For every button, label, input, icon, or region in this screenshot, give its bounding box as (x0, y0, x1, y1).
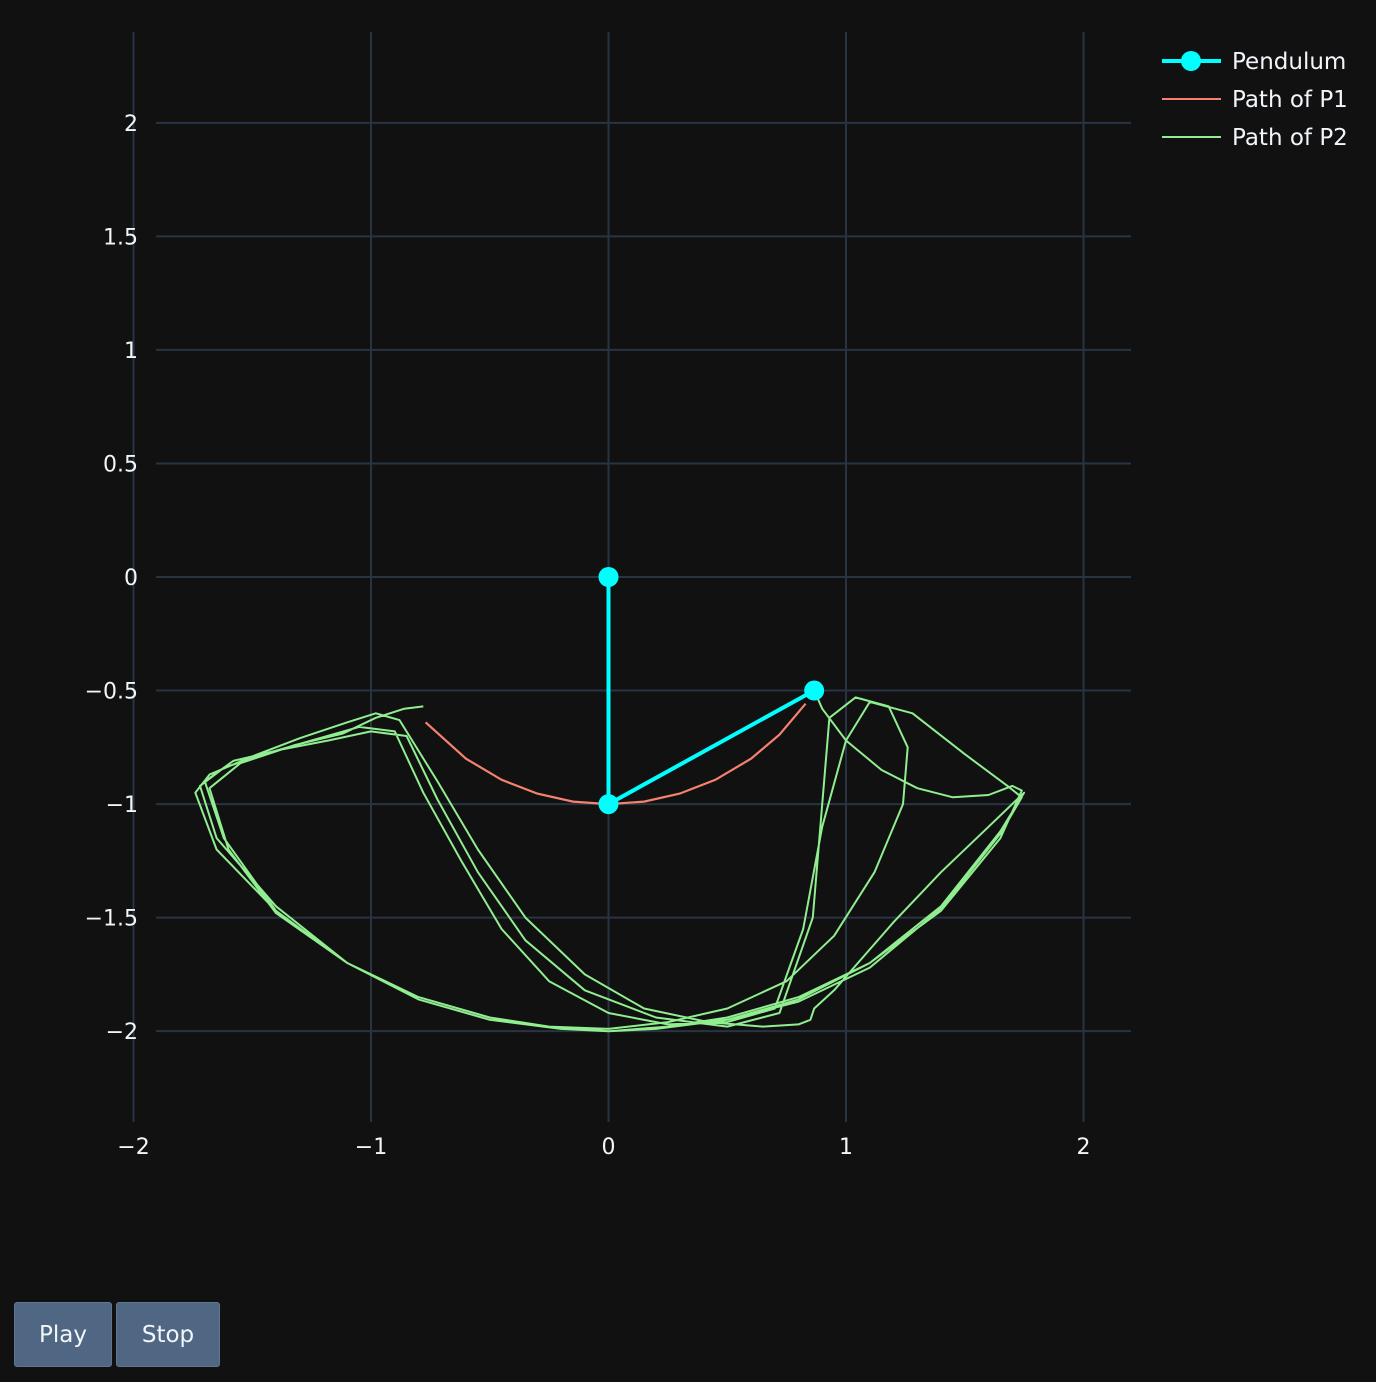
x-tick-labels: −2 −1 0 1 2 (117, 1135, 1090, 1160)
y-tick-label: 2 (124, 112, 138, 137)
x-tick-label: −1 (355, 1135, 387, 1160)
x-tick-label: 0 (602, 1135, 616, 1160)
legend-item[interactable]: Path of P1 (1162, 87, 1348, 113)
y-tick-label: −2 (106, 1020, 138, 1045)
path-p1-line (424, 702, 807, 806)
y-tick-label: 1 (124, 339, 138, 364)
legend-label: Path of P2 (1232, 125, 1348, 151)
pendulum-marker (804, 680, 825, 701)
pendulum-marker (598, 567, 619, 587)
stop-button[interactable]: Stop (116, 1302, 220, 1367)
play-button[interactable]: Play (14, 1302, 112, 1367)
x-tick-label: 1 (839, 1135, 853, 1160)
y-tick-label: −1.5 (85, 907, 138, 932)
x-tick-label: −2 (117, 1135, 149, 1160)
legend-marker (1181, 51, 1201, 71)
y-tick-label: 0 (124, 566, 138, 591)
y-tick-labels: 2 1.5 1 0.5 0 −0.5 −1 −1.5 −2 (85, 112, 138, 1045)
legend-label: Pendulum (1232, 49, 1346, 75)
legend-item[interactable]: Pendulum (1162, 49, 1346, 75)
series-layer (194, 567, 1026, 1033)
pendulum-marker (598, 794, 619, 815)
y-tick-label: −0.5 (85, 680, 138, 705)
path-p2-line (194, 690, 1026, 1033)
legend-item[interactable]: Path of P2 (1162, 125, 1348, 151)
legend[interactable]: Pendulum Path of P1 Path of P2 (1162, 49, 1348, 151)
legend-label: Path of P1 (1232, 87, 1348, 113)
y-tick-label: 1.5 (103, 225, 138, 250)
x-tick-label: 2 (1077, 1135, 1091, 1160)
y-tick-label: 0.5 (103, 452, 138, 477)
y-tick-label: −1 (106, 793, 138, 818)
y-gridlines (156, 121, 1131, 1033)
